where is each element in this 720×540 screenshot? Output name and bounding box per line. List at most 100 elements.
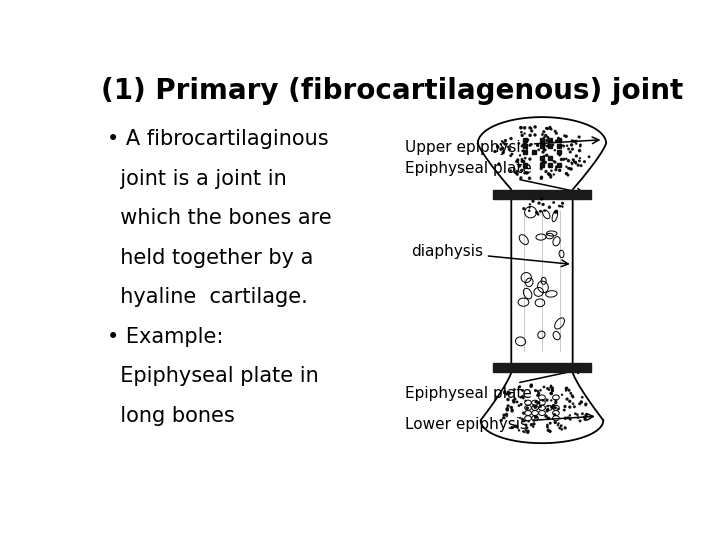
- Point: [541, 151, 552, 160]
- Point: [574, 400, 585, 408]
- Point: [518, 394, 529, 402]
- Text: diaphysis: diaphysis: [411, 245, 568, 267]
- Point: [537, 148, 549, 157]
- Point: [548, 157, 559, 166]
- Point: [502, 406, 513, 414]
- Text: Lower epiphysis: Lower epiphysis: [405, 414, 593, 432]
- Point: [534, 402, 546, 411]
- Point: [542, 133, 554, 142]
- Point: [545, 172, 557, 181]
- Point: [543, 170, 554, 178]
- Point: [556, 425, 567, 434]
- Point: [569, 137, 580, 146]
- Point: [577, 393, 588, 402]
- Point: [518, 409, 529, 417]
- Point: [532, 391, 544, 400]
- Point: [541, 396, 553, 404]
- Point: [550, 396, 562, 405]
- Point: [521, 423, 533, 432]
- Point: [536, 173, 547, 181]
- Point: [518, 157, 530, 166]
- Point: [546, 389, 557, 398]
- Point: [510, 422, 521, 430]
- Point: [516, 166, 528, 175]
- Point: [580, 401, 591, 409]
- Point: [501, 404, 513, 413]
- Point: [537, 200, 549, 209]
- Point: [526, 124, 537, 133]
- Point: [567, 393, 579, 401]
- Text: • A fibrocartilaginous: • A fibrocartilaginous: [107, 129, 328, 149]
- Point: [544, 419, 556, 428]
- Point: [516, 142, 528, 151]
- Point: [550, 165, 562, 174]
- Point: [544, 386, 555, 394]
- Point: [533, 389, 544, 398]
- Point: [535, 386, 546, 395]
- Point: [489, 147, 500, 156]
- Point: [539, 206, 551, 215]
- Point: [583, 152, 595, 161]
- Point: [508, 165, 520, 174]
- Point: [505, 166, 516, 175]
- Point: [559, 406, 570, 414]
- Point: [541, 142, 553, 151]
- Point: [567, 400, 579, 408]
- Point: [561, 384, 572, 393]
- Text: (1) Primary (fibrocartilagenous) joint: (1) Primary (fibrocartilagenous) joint: [101, 77, 683, 105]
- Point: [545, 389, 557, 398]
- Text: long bones: long bones: [107, 406, 235, 426]
- Point: [575, 161, 587, 170]
- Point: [572, 161, 584, 170]
- Point: [519, 428, 531, 436]
- Point: [516, 400, 527, 409]
- Point: [508, 386, 520, 394]
- Point: [544, 427, 556, 436]
- Point: [531, 399, 543, 407]
- Point: [516, 155, 528, 164]
- Point: [559, 131, 570, 140]
- Point: [549, 127, 561, 136]
- Point: [517, 392, 528, 401]
- Point: [540, 167, 552, 176]
- Point: [570, 137, 582, 145]
- Point: [573, 133, 585, 141]
- Point: [538, 157, 549, 166]
- Point: [498, 139, 510, 147]
- Point: [539, 133, 550, 142]
- Point: [516, 393, 527, 401]
- Point: [580, 415, 591, 423]
- Point: [522, 428, 534, 437]
- Point: [523, 206, 535, 215]
- Point: [530, 386, 541, 395]
- Point: [536, 164, 547, 173]
- Point: [528, 416, 540, 425]
- Point: [567, 137, 579, 145]
- Point: [522, 168, 534, 177]
- Point: [545, 383, 557, 391]
- Point: [519, 154, 531, 163]
- Point: [556, 155, 567, 164]
- Point: [580, 400, 592, 408]
- Point: [574, 146, 585, 155]
- Point: [564, 411, 575, 420]
- Point: [551, 207, 562, 216]
- Point: [545, 382, 557, 390]
- Point: [533, 145, 544, 154]
- Point: [569, 402, 580, 411]
- Point: [554, 202, 565, 211]
- Point: [516, 131, 528, 140]
- Point: [540, 131, 552, 140]
- Polygon shape: [493, 190, 591, 199]
- Text: Epiphyseal plate: Epiphyseal plate: [405, 367, 584, 401]
- Point: [562, 395, 573, 403]
- Point: [565, 165, 577, 173]
- Point: [575, 397, 587, 406]
- Point: [516, 173, 527, 182]
- Point: [541, 136, 552, 145]
- Point: [528, 420, 540, 428]
- Point: [526, 140, 537, 149]
- Point: [518, 169, 530, 178]
- Point: [495, 145, 507, 153]
- Point: [512, 156, 523, 164]
